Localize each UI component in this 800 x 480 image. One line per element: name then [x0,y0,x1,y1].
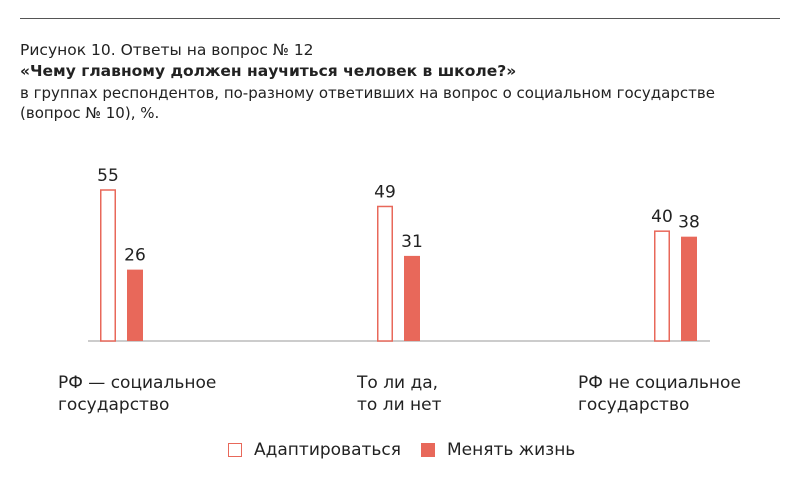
legend-label: Менять жизнь [447,440,576,460]
figure-question: «Чему главному должен научиться человек … [20,62,517,80]
data-label: 49 [374,182,396,202]
data-label: 55 [97,166,119,186]
category-label: РФ не социальное государство [578,373,741,415]
category-label: РФ — социальное государство [58,373,217,415]
legend: Адаптироваться Менять жизнь [228,440,575,460]
bar [654,230,670,342]
figure-subtitle: в группах респондентов, по-разному ответ… [20,84,715,102]
data-label: 40 [651,207,673,227]
legend-swatch-filled [421,443,435,457]
bar [681,236,697,341]
bar [404,255,420,341]
top-rule [20,18,780,19]
figure-number: Рисунок 10. Ответы на вопрос № 12 [20,41,314,59]
data-label: 38 [678,213,700,233]
data-label: 31 [401,232,423,252]
bar [377,205,393,342]
legend-label: Адаптироваться [254,440,401,460]
bar [100,189,116,342]
legend-swatch-hollow [228,443,242,457]
bar [127,269,143,341]
data-label: 26 [124,246,146,266]
figure-subtitle-2: (вопрос № 10), %. [20,104,160,122]
category-label: То ли да, то ли нет [357,373,442,415]
